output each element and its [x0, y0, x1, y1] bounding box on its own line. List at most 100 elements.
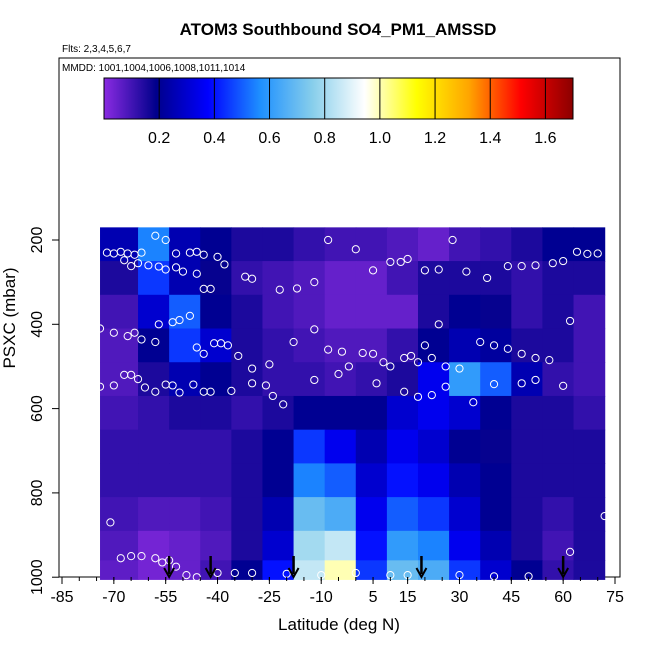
sample-point [462, 267, 471, 276]
sample-point [469, 398, 478, 407]
heatmap-cell [355, 463, 388, 498]
x-tick-label: 5 [369, 589, 378, 606]
heatmap-cell [293, 227, 326, 262]
sample-point [503, 262, 512, 271]
heatmap-cell [386, 497, 419, 532]
heatmap-cell [542, 530, 575, 561]
heatmap-cell [262, 530, 295, 561]
x-tick-label: 75 [606, 589, 624, 606]
sample-point [213, 252, 222, 261]
heatmap-cell [200, 294, 232, 330]
sample-point [68, 307, 77, 316]
heatmap-cell [386, 530, 419, 561]
heatmap-cell [449, 497, 481, 532]
sample-point [109, 328, 118, 337]
sample-point [247, 274, 257, 283]
heatmap-cell [262, 463, 295, 498]
sample-point [351, 568, 360, 578]
sample-point [227, 386, 236, 395]
heatmap-cell [480, 261, 512, 296]
heatmap-cell [169, 261, 201, 296]
heatmap-cell [324, 362, 357, 397]
sample-point [206, 387, 215, 396]
heatmap-cell [480, 429, 512, 464]
sample-point [396, 257, 405, 267]
heatmap-cell [138, 395, 170, 431]
x-tick-label: -25 [258, 589, 281, 606]
heatmap-cell [324, 227, 357, 262]
sample-point [161, 265, 170, 274]
sample-point [123, 332, 132, 341]
sample-point [413, 392, 423, 401]
sample-point [368, 349, 378, 358]
sample-point [531, 261, 540, 270]
heatmap-cell [449, 463, 481, 498]
heatmap-cell [169, 429, 201, 464]
sample-point [171, 562, 181, 571]
sample-point [310, 375, 319, 385]
heatmap-cell [542, 497, 575, 532]
heatmap-cell [100, 560, 139, 580]
heatmap-cell [386, 261, 419, 296]
heatmap-cell [386, 227, 419, 262]
sample-point [455, 364, 464, 373]
heatmap-cell [262, 261, 295, 296]
sample-point [572, 247, 582, 256]
heatmap-cell [417, 294, 450, 330]
heatmap-cell [100, 261, 139, 296]
sample-point [310, 278, 319, 287]
heatmap-cell [355, 261, 388, 296]
heatmap-cell [200, 429, 232, 464]
sample-point [503, 344, 512, 353]
heatmap-cell [100, 395, 139, 431]
x-tick-label: -55 [154, 589, 177, 606]
y-tick-label: 600 [29, 395, 46, 422]
heatmap-cell [293, 395, 326, 431]
heatmap-cell [138, 497, 170, 532]
sample-point [192, 343, 201, 352]
sample-point [517, 262, 526, 271]
profile-arrow [163, 556, 176, 580]
sample-point [106, 518, 115, 527]
heatmap-cell [417, 395, 450, 431]
sample-point [434, 320, 443, 329]
heatmap-cell [262, 294, 295, 330]
heatmap-cell [573, 395, 606, 431]
heatmap-cell [480, 362, 512, 397]
sample-point [268, 391, 277, 401]
colorbar-gradient [103, 77, 574, 120]
colorbar-tick-label: 1.4 [479, 130, 501, 147]
heatmap-cell [100, 294, 139, 330]
heatmap-cell [100, 328, 139, 363]
sample-point [220, 260, 229, 269]
sample-point [151, 231, 160, 240]
sample-point [151, 337, 160, 347]
y-axis-label: PSXC (mbar) [0, 267, 19, 368]
heatmap-cell [100, 429, 139, 464]
heatmap-cell [324, 463, 357, 498]
colorbar-tick-label: 1.0 [369, 130, 391, 147]
heatmap-cell [511, 362, 544, 397]
sample-point [199, 250, 208, 259]
sample-point [275, 285, 284, 294]
heatmap-cell [262, 560, 295, 580]
heatmap-cell [511, 463, 544, 498]
heatmap-cell [100, 497, 139, 532]
sample-point [223, 341, 232, 350]
sample-point [292, 284, 302, 293]
colorbar-tick-label: 0.6 [258, 130, 280, 147]
heatmap-cell [449, 261, 481, 296]
heatmap-cell [573, 362, 606, 397]
heatmap-cell [511, 294, 544, 330]
sample-point [531, 375, 540, 385]
heatmap-cell [324, 497, 357, 532]
heatmap-cell [324, 395, 357, 431]
colorbar-tick-label: 1.2 [424, 130, 446, 147]
heatmap-cell [417, 497, 450, 532]
heatmap-cell [200, 227, 232, 262]
sample-point [265, 360, 274, 369]
heatmap-cell [169, 530, 201, 561]
sample-point [427, 353, 436, 363]
heatmap-cell [200, 261, 232, 296]
sample-point [151, 387, 160, 396]
